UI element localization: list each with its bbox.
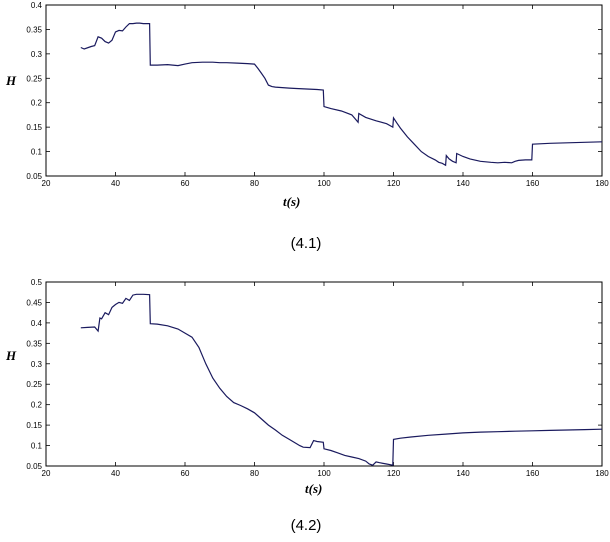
y-tick-label: 0.35 xyxy=(26,339,42,348)
plot-frame xyxy=(45,4,603,177)
axis-ticks: 20 40 60 80 100 120 140 160 180 0.05 0.1 0.15 0.2 0.2… xyxy=(26,278,609,478)
y-tick-label: 0.2 xyxy=(31,99,43,108)
y-axis-label: H xyxy=(5,348,17,363)
y-tick-label: 0.05 xyxy=(26,172,42,181)
x-tick-label: 100 xyxy=(317,469,331,478)
y-tick-label: 0.45 xyxy=(26,298,42,307)
x-tick-label: 20 xyxy=(42,469,51,478)
y-tick-label: 0.35 xyxy=(26,25,42,34)
x-tick-label: 120 xyxy=(387,469,401,478)
x-tick-label: 80 xyxy=(250,469,259,478)
x-tick-label: 160 xyxy=(526,179,540,188)
x-axis-label-unit: (s) xyxy=(287,194,301,209)
x-tick-label: 20 xyxy=(42,179,51,188)
y-tick-label: 0.4 xyxy=(31,1,43,10)
x-tick-label: 140 xyxy=(456,469,470,478)
x-tick-label: 60 xyxy=(181,179,190,188)
y-tick-label: 0.1 xyxy=(31,148,43,157)
x-axis-label: t(s) xyxy=(305,481,322,496)
x-tick-label: 160 xyxy=(526,469,540,478)
y-tick-label: 0.3 xyxy=(31,360,43,369)
y-tick-label: 0.5 xyxy=(31,278,43,287)
y-tick-label: 0.3 xyxy=(31,50,43,59)
chart-4-2: 20 40 60 80 100 120 140 160 180 0.05 0.1 0.15 0.2 0.2… xyxy=(5,278,609,496)
x-axis-label: t(s) xyxy=(283,194,300,209)
y-tick-label: 0.4 xyxy=(31,319,43,328)
series-line xyxy=(80,22,603,167)
y-tick-label: 0.25 xyxy=(26,380,42,389)
y-tick-label: 0.25 xyxy=(26,74,42,83)
plot-frame xyxy=(45,281,603,467)
y-tick-label: 0.1 xyxy=(31,442,43,451)
y-tick-label: 0.2 xyxy=(31,401,43,410)
caption-4-2: (4.2) xyxy=(291,517,322,534)
x-tick-label: 80 xyxy=(250,179,259,188)
x-tick-label: 60 xyxy=(181,469,190,478)
x-tick-label: 180 xyxy=(595,469,609,478)
x-tick-label: 100 xyxy=(317,179,331,188)
x-axis-label-main: t xyxy=(305,481,309,496)
x-axis-label-unit: (s) xyxy=(309,481,323,496)
y-tick-label: 0.15 xyxy=(26,421,42,430)
chart-4-1: 20 40 60 80 100 120 140 160 180 0.05 0.1 0.15 0.2 0.2… xyxy=(5,1,609,209)
y-tick-label: 0.15 xyxy=(26,123,42,132)
caption-4-1: (4.1) xyxy=(291,235,322,252)
x-tick-label: 120 xyxy=(387,179,401,188)
axis-ticks: 20 40 60 80 100 120 140 160 180 0.05 0.1 0.15 0.2 0.2… xyxy=(26,1,609,188)
x-tick-label: 40 xyxy=(111,469,120,478)
y-axis-label: H xyxy=(5,73,17,88)
x-tick-label: 140 xyxy=(456,179,470,188)
x-axis-label-main: t xyxy=(283,194,287,209)
x-tick-label: 180 xyxy=(595,179,609,188)
x-tick-label: 40 xyxy=(111,179,120,188)
series-line xyxy=(80,293,603,466)
y-tick-label: 0.05 xyxy=(26,462,42,471)
